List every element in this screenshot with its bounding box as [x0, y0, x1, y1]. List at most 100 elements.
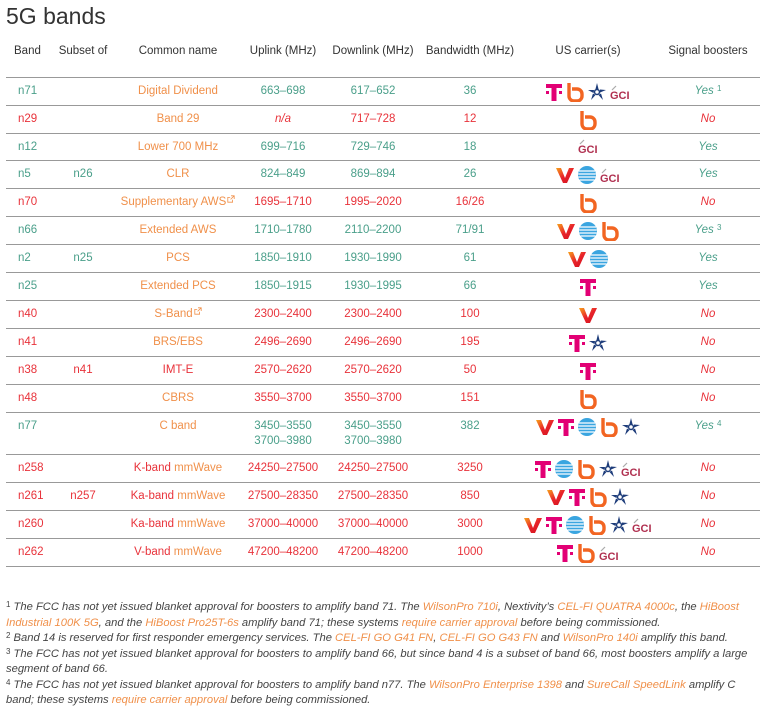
downlink-value: 3450–3550 3700–3980: [344, 420, 402, 447]
carriers-cell: GCI: [520, 77, 656, 106]
boosters-cell: No: [656, 328, 760, 357]
footnote-text: Band 14 is reserved for first responder …: [10, 632, 336, 644]
common-name-link[interactable]: C band: [159, 420, 197, 432]
common-name-cell: K-band mmWave: [116, 454, 240, 483]
carriers-cell: [520, 105, 656, 134]
common-name-link[interactable]: Supplementary AWS: [120, 196, 227, 208]
footnote-link[interactable]: CEL-FI QUATRA 4000c: [557, 601, 675, 613]
svg-text:GCI: GCI: [578, 144, 598, 154]
footnote-link[interactable]: CEL-FI GO G41 FN: [335, 632, 434, 644]
common-name-cell: Ka-band mmWave: [116, 482, 240, 511]
booster-status: No: [700, 308, 716, 320]
bandwidth-value: 18: [463, 141, 477, 153]
footnote-link[interactable]: CEL-FI GO G43 FN: [439, 632, 538, 644]
bandwidth-value: 3250: [457, 462, 483, 474]
footnote-link[interactable]: WilsonPro 140i: [562, 632, 638, 644]
gci-icon: GCI: [609, 84, 631, 100]
table-row: n5 n26 CLR 824–849 869–894 26 GCI Yes: [6, 160, 760, 189]
bandwidth-cell: 382: [420, 412, 520, 455]
mmwave-link[interactable]: mmWave: [177, 518, 226, 530]
common-name-cell: PCS: [116, 244, 240, 273]
mmwave-link[interactable]: mmWave: [177, 490, 226, 502]
carrier-logos: GCI: [522, 459, 654, 479]
bandwidth-value: 61: [463, 252, 477, 264]
mmwave-link[interactable]: mmWave: [174, 462, 223, 474]
common-name-link[interactable]: Extended PCS: [140, 280, 216, 292]
bandwidth-value: 195: [460, 336, 480, 348]
verizon-icon: [556, 221, 576, 241]
uplink-value: 24250–27500: [247, 462, 319, 474]
bandwidth-value: 26: [463, 168, 477, 180]
footnote-ref[interactable]: 1: [716, 84, 722, 93]
footnote-ref[interactable]: 4: [716, 419, 722, 428]
common-name-link[interactable]: CLR: [166, 168, 190, 180]
common-name-link[interactable]: Band 29: [156, 113, 200, 125]
common-name-link[interactable]: S-Band: [154, 308, 193, 320]
downlink-cell: 27500–28350: [326, 482, 420, 511]
uplink-value: 824–849: [260, 168, 306, 180]
subset-cell: [50, 454, 116, 483]
gci-icon: GCI: [599, 167, 621, 183]
downlink-value: 729–746: [350, 141, 396, 153]
downlink-value: 2110–2200: [344, 224, 402, 236]
downlink-value: 1930–1990: [344, 252, 402, 264]
subset-cell: [50, 188, 116, 217]
footnote-link[interactable]: HiBoost Industrial 100K 5G: [6, 601, 739, 629]
bandwidth-cell: 16/26: [420, 188, 520, 217]
boost-icon: [576, 459, 596, 479]
subset-cell: [50, 272, 116, 301]
carrier-logos: GCI: [522, 515, 654, 535]
common-name-cell: Band 29: [116, 105, 240, 134]
downlink-value: 1930–1995: [344, 280, 402, 292]
table-row: n258 K-band mmWave 24250–27500 24250–27500 3…: [6, 454, 760, 483]
mmwave-link[interactable]: mmWave: [173, 546, 222, 558]
uplink-value: n/a: [275, 113, 291, 125]
band-cell: n77: [6, 412, 50, 455]
uplink-value: 1850–1915: [254, 280, 312, 292]
footnote-link[interactable]: require carrier approval: [111, 694, 228, 706]
footnote-text: The FCC has not yet issued blanket appro…: [6, 647, 748, 676]
common-name-link[interactable]: CBRS: [162, 392, 194, 404]
subset-label: n257: [70, 490, 96, 502]
footnote-link[interactable]: SureCall SpeedLink: [586, 678, 686, 691]
common-name: Ka-band: [130, 518, 178, 530]
common-name-link[interactable]: PCS: [166, 252, 190, 264]
footnote-link[interactable]: WilsonPro 710i: [422, 601, 498, 613]
downlink-cell: 869–894: [326, 160, 420, 189]
band-label: n260: [18, 518, 44, 530]
subset-cell: [50, 105, 116, 134]
boosters-cell: No: [656, 188, 760, 217]
band-cell: n5: [6, 160, 50, 189]
common-name-cell: BRS/EBS: [116, 328, 240, 357]
downlink-value: 37000–40000: [337, 518, 409, 530]
footnote-link[interactable]: WilsonPro Enterprise 1398: [428, 678, 562, 691]
footnote-text: amplify this band.: [637, 632, 728, 644]
carriers-cell: GCI: [520, 160, 656, 189]
footnote-text: amplify C band; these systems: [6, 678, 736, 707]
common-name-cell: Lower 700 MHz: [116, 133, 240, 161]
band-label: n2: [18, 252, 31, 264]
bandwidth-value: 36: [463, 85, 477, 97]
footnote-ref[interactable]: 3: [716, 223, 722, 232]
carriers-cell: [520, 300, 656, 329]
booster-status: No: [700, 336, 716, 348]
uplink-cell: 1695–1710: [240, 188, 326, 217]
footnote-link[interactable]: require carrier approval: [401, 616, 518, 629]
svg-text:GCI: GCI: [610, 90, 630, 100]
table-row: n29 Band 29 n/a 717–728 12 No: [6, 105, 760, 134]
common-name-link[interactable]: Lower 700 MHz: [137, 141, 219, 153]
booster-status: Yes: [694, 420, 714, 432]
band-cell: n41: [6, 328, 50, 357]
common-name-link[interactable]: BRS/EBS: [153, 336, 203, 348]
band-cell: n29: [6, 105, 50, 134]
bandwidth-value: 382: [460, 420, 480, 432]
uplink-value: 2570–2620: [254, 364, 312, 376]
table-row: n41 BRS/EBS 2496–2690 2496–2690 195 No: [6, 328, 760, 357]
subset-cell: [50, 133, 116, 161]
downlink-value: 2300–2400: [344, 308, 402, 320]
common-name-link[interactable]: Digital Dividend: [138, 85, 218, 97]
footnote-link[interactable]: HiBoost Pro25T-6s: [145, 616, 239, 629]
downlink-value: 717–728: [350, 113, 396, 125]
carrier-logos: [522, 221, 654, 241]
common-name-link[interactable]: Extended AWS: [139, 224, 217, 236]
